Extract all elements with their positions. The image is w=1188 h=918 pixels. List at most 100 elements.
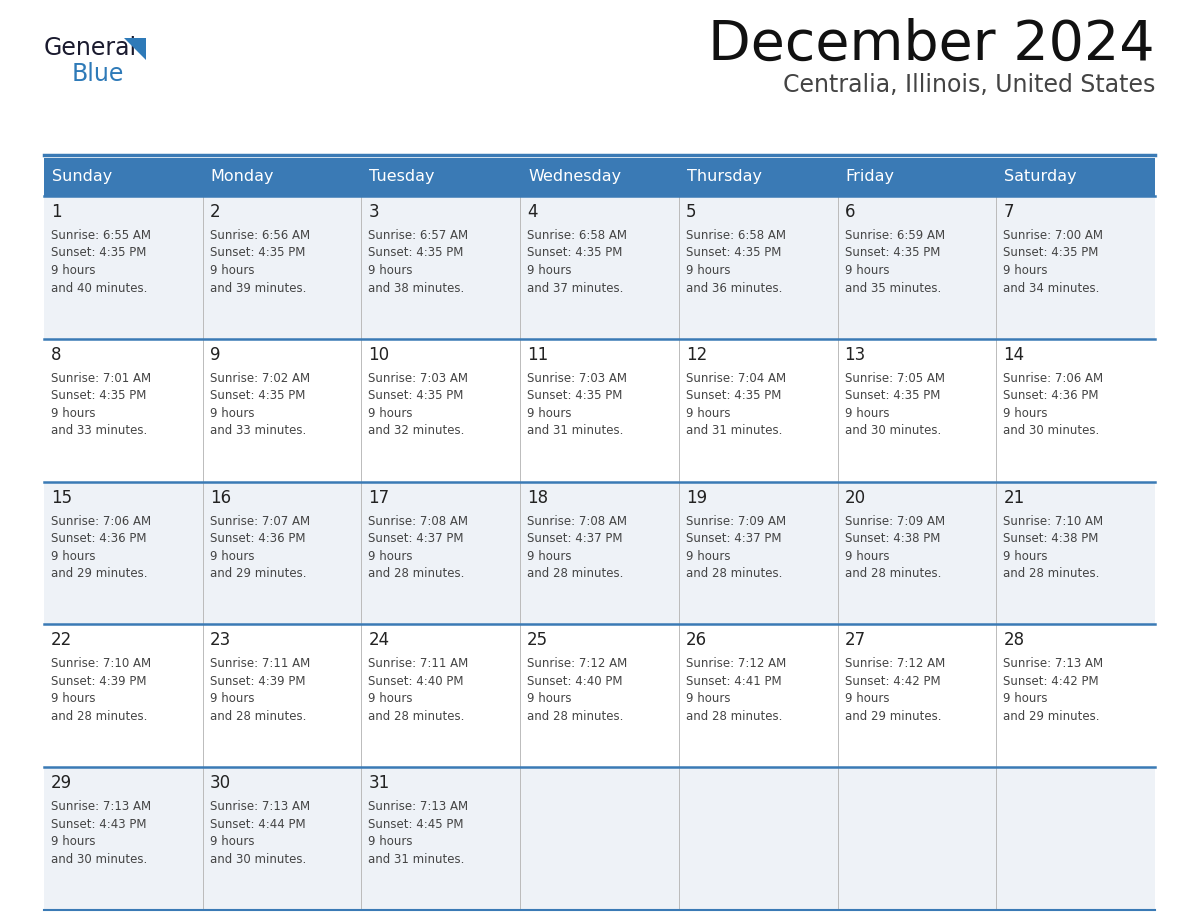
Text: Sunset: 4:35 PM: Sunset: 4:35 PM <box>527 389 623 402</box>
Text: Sunset: 4:35 PM: Sunset: 4:35 PM <box>845 389 940 402</box>
Text: and 28 minutes.: and 28 minutes. <box>845 567 941 580</box>
Text: Sunrise: 7:03 AM: Sunrise: 7:03 AM <box>527 372 627 385</box>
Text: and 38 minutes.: and 38 minutes. <box>368 282 465 295</box>
Text: Sunset: 4:36 PM: Sunset: 4:36 PM <box>51 532 146 545</box>
Bar <box>361 482 520 624</box>
Bar <box>838 339 997 482</box>
Text: 9 hours: 9 hours <box>1004 692 1048 705</box>
Text: Sunrise: 7:10 AM: Sunrise: 7:10 AM <box>51 657 151 670</box>
Bar <box>203 158 361 196</box>
Text: 9 hours: 9 hours <box>1004 407 1048 420</box>
Text: and 31 minutes.: and 31 minutes. <box>685 424 782 437</box>
Text: 9 hours: 9 hours <box>845 264 889 277</box>
Text: Sunrise: 7:09 AM: Sunrise: 7:09 AM <box>685 515 786 528</box>
Text: 2: 2 <box>210 203 220 221</box>
Bar <box>997 158 1155 196</box>
Bar <box>838 624 997 767</box>
Text: Sunset: 4:45 PM: Sunset: 4:45 PM <box>368 818 465 831</box>
Text: 30: 30 <box>210 774 230 792</box>
Text: December 2024: December 2024 <box>708 18 1155 72</box>
Bar <box>203 767 361 910</box>
Text: Sunrise: 7:11 AM: Sunrise: 7:11 AM <box>368 657 469 670</box>
Text: Sunset: 4:39 PM: Sunset: 4:39 PM <box>51 675 146 688</box>
Text: Sunrise: 7:03 AM: Sunrise: 7:03 AM <box>368 372 468 385</box>
Text: 22: 22 <box>51 632 72 649</box>
Text: 26: 26 <box>685 632 707 649</box>
Bar <box>44 196 203 339</box>
Text: 9 hours: 9 hours <box>685 692 731 705</box>
Text: and 31 minutes.: and 31 minutes. <box>527 424 624 437</box>
Text: 28: 28 <box>1004 632 1024 649</box>
Text: 7: 7 <box>1004 203 1013 221</box>
Bar <box>44 767 203 910</box>
Text: 9 hours: 9 hours <box>685 407 731 420</box>
Text: Sunset: 4:42 PM: Sunset: 4:42 PM <box>845 675 940 688</box>
Text: Wednesday: Wednesday <box>529 170 621 185</box>
Text: Sunset: 4:40 PM: Sunset: 4:40 PM <box>368 675 465 688</box>
Text: and 28 minutes.: and 28 minutes. <box>51 710 147 722</box>
Text: 23: 23 <box>210 632 230 649</box>
Text: General: General <box>44 36 137 60</box>
Text: and 29 minutes.: and 29 minutes. <box>51 567 147 580</box>
Text: Sunrise: 7:04 AM: Sunrise: 7:04 AM <box>685 372 786 385</box>
Bar <box>997 767 1155 910</box>
Text: Sunrise: 7:08 AM: Sunrise: 7:08 AM <box>527 515 627 528</box>
Text: Sunrise: 7:06 AM: Sunrise: 7:06 AM <box>51 515 151 528</box>
Text: and 28 minutes.: and 28 minutes. <box>685 567 782 580</box>
Bar <box>678 767 838 910</box>
Text: 9 hours: 9 hours <box>527 264 571 277</box>
Text: Sunrise: 7:11 AM: Sunrise: 7:11 AM <box>210 657 310 670</box>
Text: 24: 24 <box>368 632 390 649</box>
Text: 9 hours: 9 hours <box>210 264 254 277</box>
Bar <box>997 482 1155 624</box>
Text: 9 hours: 9 hours <box>368 835 413 848</box>
Text: Centralia, Illinois, United States: Centralia, Illinois, United States <box>783 73 1155 97</box>
Text: 9 hours: 9 hours <box>210 692 254 705</box>
Text: Monday: Monday <box>210 170 274 185</box>
Text: and 32 minutes.: and 32 minutes. <box>368 424 465 437</box>
Text: and 33 minutes.: and 33 minutes. <box>51 424 147 437</box>
Text: Sunset: 4:35 PM: Sunset: 4:35 PM <box>685 389 782 402</box>
Bar <box>44 482 203 624</box>
Text: 8: 8 <box>51 346 62 364</box>
Text: Sunrise: 6:55 AM: Sunrise: 6:55 AM <box>51 229 151 242</box>
Text: and 29 minutes.: and 29 minutes. <box>1004 710 1100 722</box>
Text: Blue: Blue <box>72 62 125 86</box>
Bar <box>838 196 997 339</box>
Text: Sunset: 4:38 PM: Sunset: 4:38 PM <box>1004 532 1099 545</box>
Text: and 28 minutes.: and 28 minutes. <box>368 710 465 722</box>
Text: 6: 6 <box>845 203 855 221</box>
Text: and 28 minutes.: and 28 minutes. <box>210 710 307 722</box>
Text: 20: 20 <box>845 488 866 507</box>
Bar <box>520 158 678 196</box>
Bar <box>520 196 678 339</box>
Text: Sunrise: 7:10 AM: Sunrise: 7:10 AM <box>1004 515 1104 528</box>
Text: 9 hours: 9 hours <box>1004 550 1048 563</box>
Bar <box>203 339 361 482</box>
Text: Sunrise: 7:05 AM: Sunrise: 7:05 AM <box>845 372 944 385</box>
Text: 27: 27 <box>845 632 866 649</box>
Bar <box>678 158 838 196</box>
Bar <box>520 624 678 767</box>
Text: and 33 minutes.: and 33 minutes. <box>210 424 307 437</box>
Bar <box>361 158 520 196</box>
Text: 31: 31 <box>368 774 390 792</box>
Bar <box>520 767 678 910</box>
Text: Sunrise: 7:12 AM: Sunrise: 7:12 AM <box>527 657 627 670</box>
Text: Sunset: 4:41 PM: Sunset: 4:41 PM <box>685 675 782 688</box>
Text: 9 hours: 9 hours <box>51 692 95 705</box>
Text: 9 hours: 9 hours <box>51 407 95 420</box>
Text: and 34 minutes.: and 34 minutes. <box>1004 282 1100 295</box>
Polygon shape <box>124 38 146 60</box>
Text: and 28 minutes.: and 28 minutes. <box>527 710 624 722</box>
Text: 9 hours: 9 hours <box>368 407 413 420</box>
Text: Sunrise: 7:07 AM: Sunrise: 7:07 AM <box>210 515 310 528</box>
Text: Sunset: 4:36 PM: Sunset: 4:36 PM <box>210 532 305 545</box>
Text: Thursday: Thursday <box>687 170 762 185</box>
Bar <box>997 196 1155 339</box>
Text: 9 hours: 9 hours <box>368 550 413 563</box>
Text: Sunset: 4:35 PM: Sunset: 4:35 PM <box>1004 247 1099 260</box>
Bar <box>678 624 838 767</box>
Text: 18: 18 <box>527 488 549 507</box>
Text: Sunset: 4:35 PM: Sunset: 4:35 PM <box>51 247 146 260</box>
